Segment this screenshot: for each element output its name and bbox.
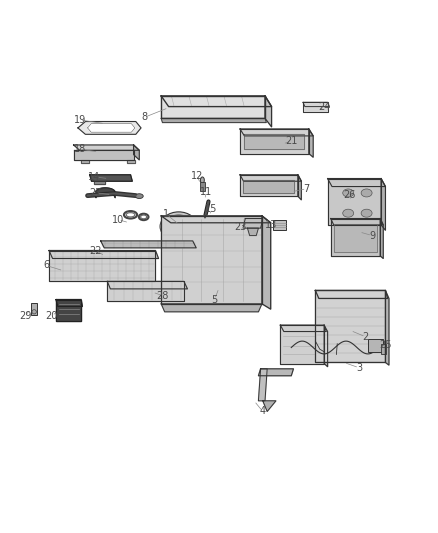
FancyBboxPatch shape: [31, 303, 37, 315]
Polygon shape: [258, 369, 293, 376]
Ellipse shape: [343, 209, 354, 217]
Polygon shape: [247, 228, 258, 236]
Text: 15: 15: [205, 204, 217, 214]
Polygon shape: [240, 175, 298, 196]
Ellipse shape: [361, 189, 372, 197]
Text: 1: 1: [163, 209, 170, 219]
Polygon shape: [380, 219, 383, 259]
Text: 22: 22: [89, 246, 102, 255]
Polygon shape: [240, 129, 313, 136]
Ellipse shape: [166, 224, 174, 232]
Ellipse shape: [32, 310, 36, 314]
Polygon shape: [49, 251, 155, 281]
Text: 2: 2: [363, 332, 369, 342]
Polygon shape: [243, 219, 263, 228]
Text: 4: 4: [260, 407, 266, 416]
Polygon shape: [161, 118, 266, 123]
Polygon shape: [161, 304, 262, 312]
Polygon shape: [315, 290, 385, 362]
Polygon shape: [280, 325, 324, 364]
Polygon shape: [263, 401, 276, 411]
Polygon shape: [243, 180, 294, 193]
Polygon shape: [328, 179, 381, 225]
Polygon shape: [315, 290, 388, 298]
Polygon shape: [49, 251, 159, 259]
Polygon shape: [331, 219, 380, 256]
FancyBboxPatch shape: [368, 339, 384, 352]
Polygon shape: [381, 179, 385, 230]
Text: 7: 7: [304, 184, 310, 193]
Polygon shape: [258, 369, 267, 401]
Polygon shape: [90, 175, 132, 181]
Text: 26: 26: [343, 190, 356, 199]
Text: 25: 25: [379, 341, 392, 350]
Polygon shape: [334, 224, 377, 252]
Polygon shape: [94, 181, 105, 184]
Text: 5: 5: [212, 295, 218, 304]
Polygon shape: [56, 300, 81, 321]
Text: 6: 6: [43, 261, 49, 270]
FancyBboxPatch shape: [381, 344, 386, 354]
Polygon shape: [56, 300, 82, 306]
Polygon shape: [303, 102, 329, 107]
Text: 11: 11: [200, 187, 212, 197]
Text: 8: 8: [141, 112, 148, 122]
Polygon shape: [161, 96, 272, 107]
Polygon shape: [107, 281, 187, 289]
Polygon shape: [331, 219, 383, 225]
Polygon shape: [161, 96, 265, 118]
Polygon shape: [309, 129, 313, 157]
Polygon shape: [101, 241, 196, 248]
Text: 29: 29: [19, 311, 32, 320]
Polygon shape: [240, 175, 301, 181]
Text: 14: 14: [88, 172, 100, 182]
Text: 23: 23: [234, 222, 246, 231]
Polygon shape: [303, 102, 328, 112]
Polygon shape: [244, 134, 304, 149]
Text: 13: 13: [265, 220, 278, 230]
Text: 9: 9: [369, 231, 375, 240]
Polygon shape: [240, 129, 309, 154]
Polygon shape: [88, 124, 135, 132]
Text: 18: 18: [74, 144, 86, 154]
Text: 12: 12: [191, 171, 203, 181]
Polygon shape: [107, 281, 184, 301]
Polygon shape: [134, 145, 139, 160]
Polygon shape: [74, 145, 139, 150]
Polygon shape: [127, 160, 135, 163]
Ellipse shape: [160, 212, 197, 241]
Polygon shape: [161, 216, 271, 223]
Text: 27: 27: [89, 188, 102, 198]
Ellipse shape: [181, 224, 194, 235]
Polygon shape: [328, 179, 385, 187]
Polygon shape: [161, 216, 262, 304]
Polygon shape: [298, 175, 301, 200]
Text: 19: 19: [74, 115, 86, 125]
Text: 28: 28: [157, 291, 169, 301]
FancyBboxPatch shape: [200, 182, 205, 191]
Ellipse shape: [343, 189, 354, 197]
Ellipse shape: [184, 226, 191, 232]
Polygon shape: [74, 150, 134, 160]
Text: 24: 24: [318, 102, 330, 111]
Polygon shape: [78, 122, 141, 134]
Polygon shape: [324, 325, 328, 367]
Ellipse shape: [163, 215, 194, 238]
Polygon shape: [385, 290, 389, 365]
Polygon shape: [265, 96, 272, 127]
Polygon shape: [262, 216, 271, 309]
Ellipse shape: [361, 209, 372, 217]
Ellipse shape: [201, 177, 204, 183]
Polygon shape: [81, 160, 89, 163]
Text: 20: 20: [46, 311, 58, 320]
Text: 3: 3: [356, 363, 362, 373]
Text: 10: 10: [112, 215, 124, 224]
Ellipse shape: [163, 222, 177, 234]
Text: 21: 21: [285, 136, 297, 146]
Ellipse shape: [135, 193, 143, 199]
Polygon shape: [280, 325, 326, 332]
FancyBboxPatch shape: [273, 220, 286, 230]
